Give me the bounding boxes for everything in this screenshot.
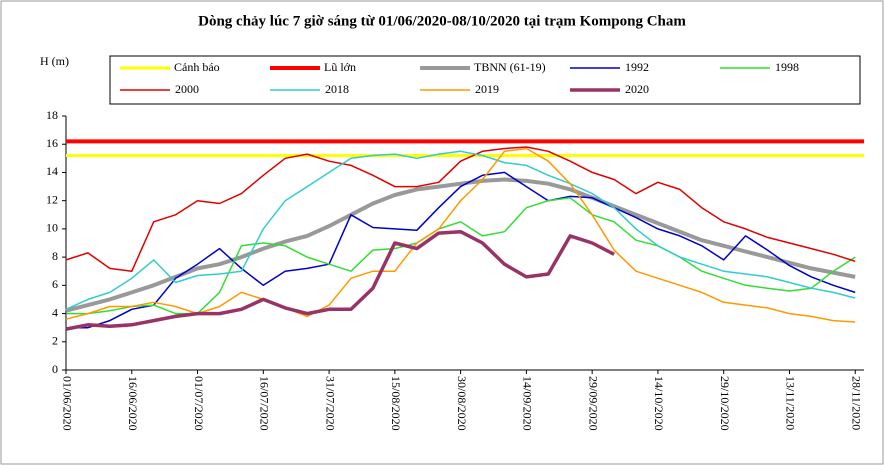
y-tick-label: 10 xyxy=(46,221,58,235)
y-tick-label: 8 xyxy=(52,249,58,263)
y-tick-label: 12 xyxy=(46,192,58,206)
legend-label: 2020 xyxy=(625,82,649,96)
legend-label: 2018 xyxy=(325,82,349,96)
x-tick-label: 01/06/2020 xyxy=(60,376,74,431)
series-line xyxy=(66,171,856,329)
series-line xyxy=(65,229,615,331)
x-tick-label: 14/09/2020 xyxy=(521,376,535,431)
legend-label: 1992 xyxy=(625,60,649,74)
legend xyxy=(109,55,861,105)
x-tick-label: 29/09/2020 xyxy=(586,376,600,431)
y-tick-label: 18 xyxy=(46,108,58,122)
x-tick-label: 15/08/2020 xyxy=(389,376,403,431)
legend-label: 2000 xyxy=(175,82,199,96)
y-tick-label: 16 xyxy=(46,136,58,150)
legend-label: Cảnh báo xyxy=(174,60,220,74)
y-tick-label: 6 xyxy=(52,277,58,291)
y-axis-label: H (m) xyxy=(40,54,69,68)
x-tick-label: 29/10/2020 xyxy=(718,376,732,431)
x-tick-label: 30/08/2020 xyxy=(455,376,469,431)
series-line xyxy=(65,146,856,272)
y-tick-label: 4 xyxy=(52,305,58,319)
legend-label: 1998 xyxy=(775,60,799,74)
chart-title: Dòng chảy lúc 7 giờ sáng từ 01/06/2020-0… xyxy=(198,13,686,29)
x-tick-label: 13/11/2020 xyxy=(784,376,798,430)
y-tick-label: 0 xyxy=(52,362,58,376)
x-tick-label: 28/11/2020 xyxy=(849,376,863,430)
y-tick-label: 14 xyxy=(46,164,58,178)
y-tick-label: 2 xyxy=(52,334,58,348)
x-tick-label: 16/06/2020 xyxy=(126,376,140,431)
legend-label: 2019 xyxy=(475,82,499,96)
x-tick-label: 31/07/2020 xyxy=(323,376,337,431)
series-line xyxy=(65,150,856,310)
x-tick-label: 01/07/2020 xyxy=(192,376,206,431)
legend-label: Lũ lớn xyxy=(324,60,356,74)
series-line xyxy=(65,177,856,313)
x-tick-label: 16/07/2020 xyxy=(258,376,272,431)
legend-label: TBNN (61-19) xyxy=(474,60,546,74)
x-tick-label: 14/10/2020 xyxy=(652,376,666,431)
